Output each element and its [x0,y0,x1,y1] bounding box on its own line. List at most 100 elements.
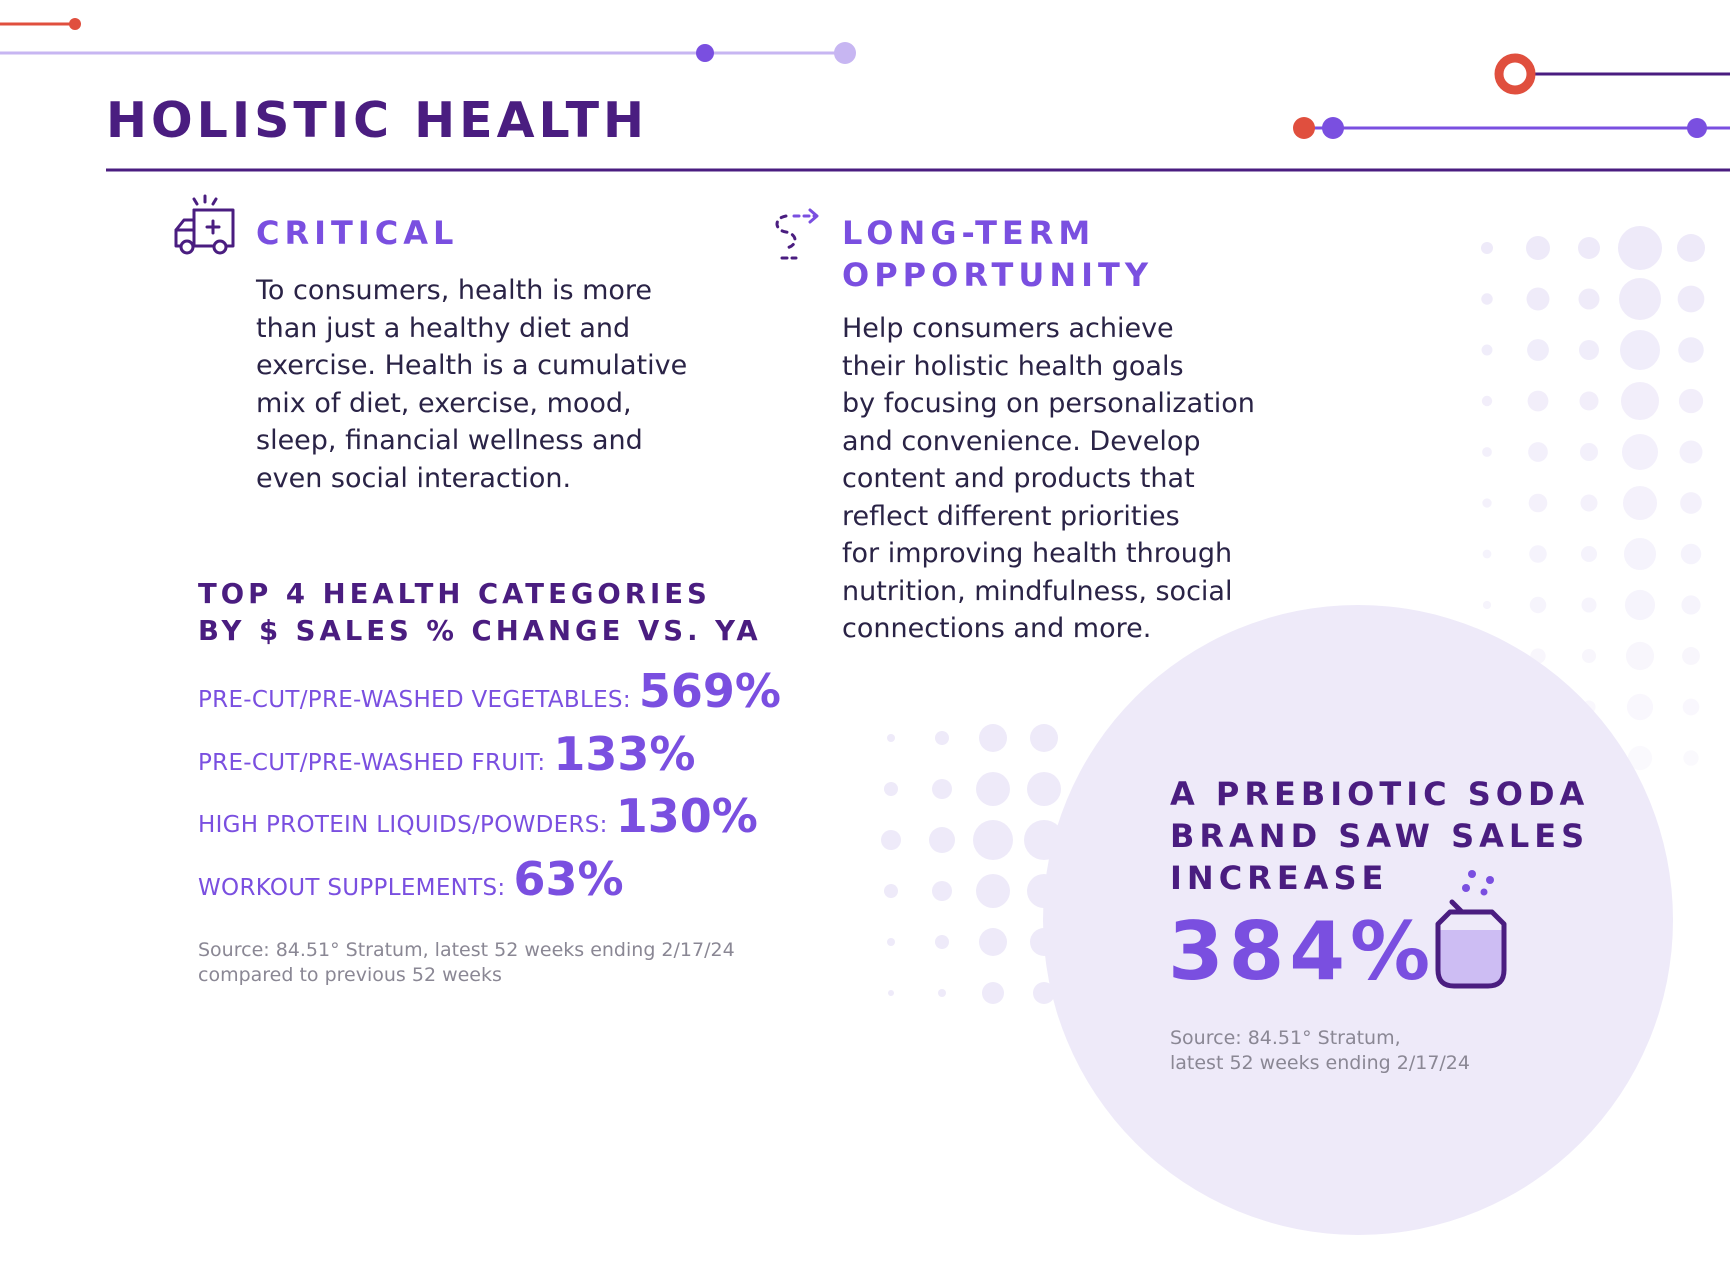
decor-dot [1682,698,1700,716]
category-label: PRE-CUT/PRE-WASHED VEGETABLES: [198,687,631,713]
decor-dot [1624,589,1656,621]
callout-heading: A PREBIOTIC SODA BRAND SAW SALES INCREAS… [1170,773,1589,899]
dot-pattern-middle [881,724,1064,1004]
opportunity-body-line: reflect different priorities [842,500,1180,532]
decor-dot [1625,641,1655,671]
callout-heading-line: BRAND SAW SALES [1170,817,1590,855]
decor-dot [929,827,955,853]
decor-dot [1680,543,1702,565]
critical-body: To consumers, health is more than just a… [256,272,687,497]
decor-dot [1529,545,1547,563]
opportunity-body-line: Help consumers achieve [842,313,1174,344]
decor-dot [1481,293,1493,305]
opportunity-heading-line: LONG-TERM [842,214,1096,252]
decor-dot [1620,381,1660,421]
callout-value: 384% [1168,905,1436,998]
decor-dot [1030,724,1058,752]
decor-dot [1482,600,1492,610]
decor-dot [1623,537,1657,571]
decor-dot [1582,700,1596,714]
decor-dot [1680,492,1702,514]
decor-dot [1621,433,1659,471]
critical-body-line: exercise. Health is a cumulative [256,350,688,381]
decor-dot [1677,234,1705,262]
winding-path-arrow-icon [775,208,819,260]
decor-dot [1481,344,1493,356]
decor-dot [976,772,1010,806]
decor-dot [1627,745,1653,771]
critical-heading: CRITICAL [256,214,459,252]
decor-dot [979,724,1007,752]
decor-dot [1579,391,1599,411]
decor-dot [1482,447,1492,457]
category-value: 133% [553,727,696,781]
category-stat-row: PRE-CUT/PRE-WASHED FRUIT: 133% [198,727,696,781]
critical-body-line: mix of diet, exercise, mood, [256,387,632,419]
decor-dot [884,782,898,796]
opportunity-heading: LONG-TERM OPPORTUNITY [842,212,1153,296]
decor-dot [1526,236,1550,260]
decor-dot [1682,647,1700,665]
decor-dot [1578,237,1600,259]
decor-dot [1581,648,1597,664]
decor-dot [1530,699,1546,715]
decor-dot [1024,820,1064,860]
source-line: Source: 84.51° Stratum, latest 52 weeks … [198,939,735,961]
decor-dot [1528,493,1548,513]
category-label: WORKOUT SUPPLEMENTS: [198,875,506,901]
opportunity-body-line: connections and more. [842,613,1152,644]
decor-dot [1579,442,1599,462]
decor-dot [1531,751,1545,765]
decor-dot [982,982,1004,1004]
decor-dot [884,884,898,898]
callout-circle [1043,605,1673,1235]
decor-dot [1527,390,1549,412]
decor-dot [1618,226,1662,270]
critical-body-line: even social interaction. [256,462,572,494]
categories-source: Source: 84.51° Stratum, latest 52 weeks … [198,938,735,988]
decor-dot [1030,928,1058,956]
category-stat-row: HIGH PROTEIN LIQUIDS/POWDERS: 130% [198,789,758,843]
critical-body-line: than just a healthy diet and [256,312,631,344]
source-line: Source: 84.51° Stratum, [1170,1027,1401,1049]
ambulance-icon [174,194,235,255]
decor-dot [1481,242,1493,254]
decor-dot [1618,277,1662,321]
category-value: 130% [615,789,758,843]
category-stat-row: PRE-CUT/PRE-WASHED VEGETABLES: 569% [198,664,781,718]
decor-dot [938,989,946,997]
decor-dot [1582,751,1596,765]
decor-dot [935,731,949,745]
decor-dot [887,734,895,742]
decor-dot [1482,549,1492,559]
decor-dot [1483,754,1491,762]
decor-dot [888,990,894,996]
callout-heading-line: INCREASE [1170,859,1389,897]
category-value: 569% [638,664,782,718]
decor-dot [1027,772,1061,806]
decor-dot [1526,287,1550,311]
decor-dot [1483,703,1491,711]
category-stat-row: WORKOUT SUPPLEMENTS: 63% [198,852,624,906]
decor-dot [881,830,901,850]
decor-dot [1527,339,1549,361]
decor-dot [1528,442,1548,462]
decor-dot [1679,440,1703,464]
decor-dot [1681,595,1701,615]
decor-dot [1578,288,1600,310]
decor-dot [973,820,1013,860]
opportunity-body-line: by focusing on personalization [842,388,1255,419]
decor-dot [1683,750,1699,766]
decor-dot [1481,395,1493,407]
decor-dot [932,881,952,901]
critical-body-line: To consumers, health is more [256,275,653,306]
decor-dot [1580,494,1598,512]
dot-pattern-right [1481,226,1705,771]
opportunity-body-line: content and products that [842,463,1195,494]
opportunity-body-line: nutrition, mindfulness, social [842,575,1233,607]
decor-dot [1578,339,1600,361]
decor-dot [1622,485,1658,521]
decor-dot [1529,596,1547,614]
soda-can-icon [1435,870,1507,989]
